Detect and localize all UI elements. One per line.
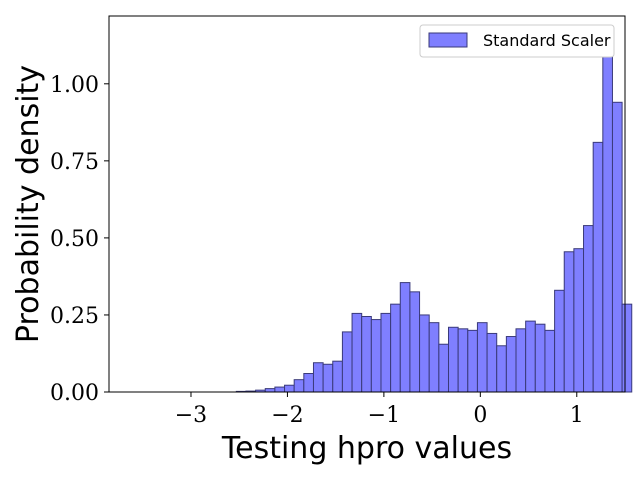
legend-label-standard-scaler: Standard Scaler xyxy=(483,31,611,50)
histogram-bar xyxy=(264,388,276,393)
histogram-bar xyxy=(525,320,536,393)
histogram-bar xyxy=(515,328,527,393)
histogram-bar xyxy=(419,314,430,393)
histogram-bar xyxy=(554,289,565,393)
y-tick-label: 0.00 xyxy=(50,381,99,406)
y-axis-label: Probability density xyxy=(11,65,46,343)
histogram-bar xyxy=(274,386,286,393)
x-axis-label: Testing hpro values xyxy=(221,431,512,466)
x-tick-label: 0 xyxy=(473,403,487,428)
histogram-bar xyxy=(476,322,488,393)
x-tick-label: −3 xyxy=(175,403,207,428)
histogram-bar xyxy=(351,312,363,393)
histogram-bar xyxy=(496,345,507,393)
histogram-bar xyxy=(361,315,372,393)
histogram-bar xyxy=(563,251,575,393)
histogram-bar xyxy=(583,225,594,393)
histogram-bar xyxy=(592,141,604,393)
histogram-bar xyxy=(602,33,613,393)
y-tick-label: 0.25 xyxy=(50,304,99,329)
y-tick-label: 0.50 xyxy=(50,227,99,252)
histogram-bar xyxy=(438,343,449,393)
histogram-bar xyxy=(293,379,305,393)
legend-box xyxy=(419,24,615,58)
histogram-bar xyxy=(534,323,546,393)
histogram-bar xyxy=(370,319,382,393)
histogram-bars xyxy=(235,33,633,393)
y-tick-label: 1.00 xyxy=(50,73,99,98)
histogram-bar xyxy=(447,326,459,393)
legend: Standard Scaler xyxy=(419,24,615,58)
histogram-bar xyxy=(284,384,295,393)
y-tick-label: 0.75 xyxy=(50,150,99,175)
histogram-bar xyxy=(486,332,498,393)
histogram-bar xyxy=(573,248,585,393)
histogram-bar xyxy=(322,363,334,393)
histogram-bar xyxy=(312,362,324,393)
histogram-bar xyxy=(332,360,343,393)
y-axis-ticks: 0.00 0.25 0.50 0.75 1.00 xyxy=(50,73,109,406)
histogram-bar xyxy=(303,373,314,393)
x-axis-ticks: −3 −2 −1 0 1 xyxy=(175,392,584,428)
histogram-bar xyxy=(428,322,440,393)
histogram-bar xyxy=(380,312,392,393)
histogram-bar xyxy=(341,331,353,393)
histogram-bar xyxy=(399,282,411,393)
histogram-bar xyxy=(390,303,401,393)
histogram-bar xyxy=(409,291,421,393)
histogram-bar xyxy=(505,336,517,393)
x-tick-label: −1 xyxy=(368,403,400,428)
histogram-bar xyxy=(457,328,469,393)
histogram-bar xyxy=(611,101,623,393)
legend-swatch-standard-scaler xyxy=(428,32,468,48)
histogram-bar xyxy=(621,303,633,393)
histogram-bar xyxy=(467,329,478,393)
x-tick-label: −2 xyxy=(271,403,303,428)
histogram-bar xyxy=(544,329,556,393)
plot-frame xyxy=(108,15,626,393)
x-tick-label: 1 xyxy=(570,403,584,428)
